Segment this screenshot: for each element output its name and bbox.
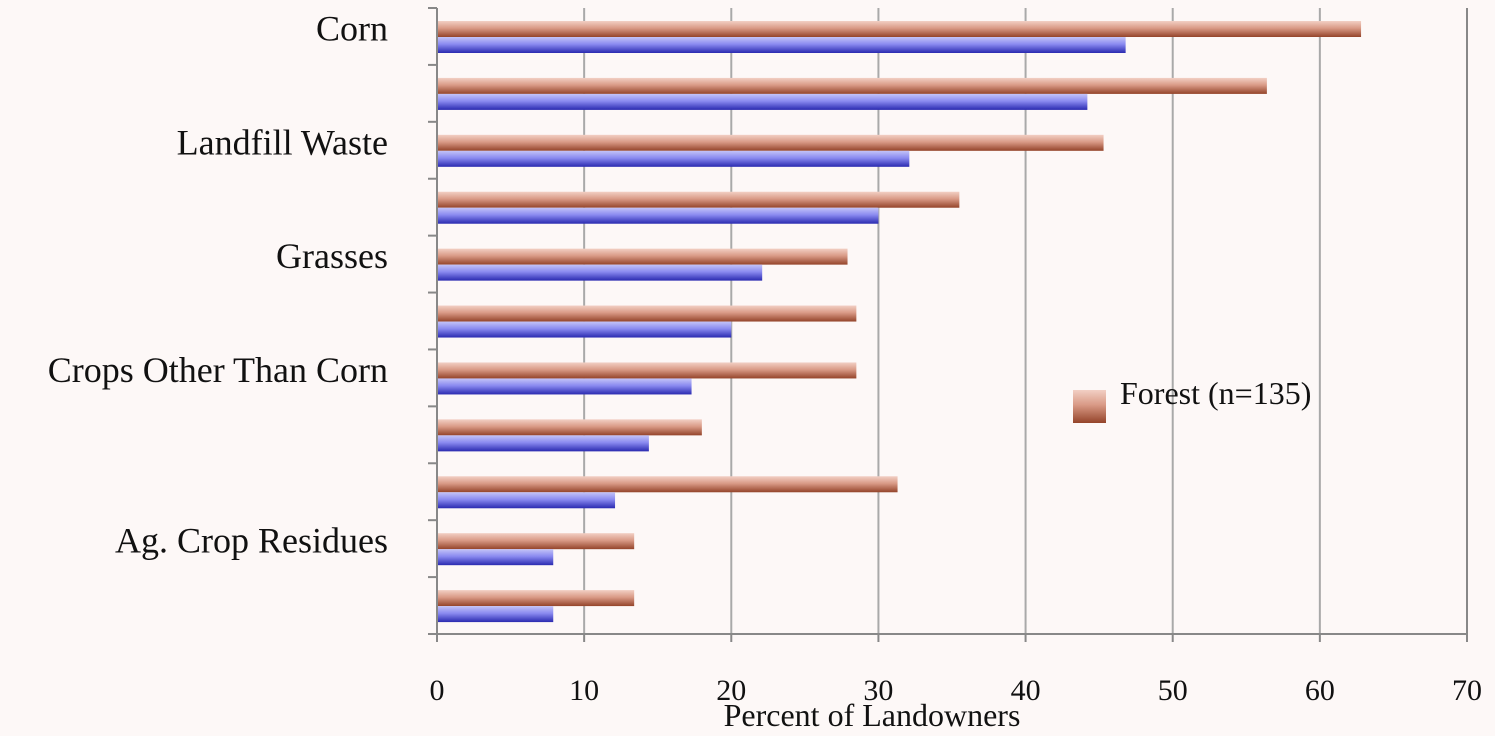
category-label: Grasses xyxy=(276,236,388,276)
bar-forest xyxy=(437,77,1267,94)
x-tick-label: 70 xyxy=(1452,674,1482,707)
bar-forest xyxy=(437,191,960,208)
x-tick-label: 20 xyxy=(716,674,746,707)
legend-label: Forest (n=135) xyxy=(1120,375,1311,411)
bar-series-2 xyxy=(437,321,732,338)
bar-series-2 xyxy=(437,37,1126,53)
x-tick-label: 40 xyxy=(1011,674,1041,707)
bar-forest xyxy=(437,419,702,436)
bar-forest xyxy=(437,590,635,607)
category-label: Ag. Crop Residues xyxy=(115,521,388,561)
bar-series-2 xyxy=(437,549,554,566)
legend-swatch xyxy=(1073,390,1106,423)
bar-series-2 xyxy=(437,606,554,623)
category-label: Landfill Waste xyxy=(177,122,388,162)
bar-forest xyxy=(437,134,1104,151)
category-label: Corn xyxy=(316,8,388,48)
x-tick-label: 30 xyxy=(863,674,893,707)
axes xyxy=(428,7,1468,642)
x-tick-label: 50 xyxy=(1158,674,1188,707)
bar-series-2 xyxy=(437,378,692,395)
bar-forest xyxy=(437,476,898,493)
bar-series-2 xyxy=(437,150,910,167)
x-tick-label: 10 xyxy=(569,674,599,707)
x-tick-label: 60 xyxy=(1305,674,1335,707)
x-tick-label: 0 xyxy=(430,674,445,707)
bar-series-2 xyxy=(437,207,879,224)
bar-series-2 xyxy=(437,492,616,509)
legend: Forest (n=135) xyxy=(1073,375,1311,423)
bar-forest xyxy=(437,305,857,322)
x-axis-title: Percent of Landowners xyxy=(724,697,1021,731)
bars xyxy=(437,21,1362,623)
labels: 0 10 20 30 40 50 60 70 Corn Landfill Waste Grasses… xyxy=(48,8,1482,707)
bar-forest xyxy=(437,248,848,265)
bar-series-2 xyxy=(437,93,1088,110)
bar-forest xyxy=(437,533,635,550)
category-label: Crops Other Than Corn xyxy=(48,350,388,390)
bar-series-2 xyxy=(437,264,763,281)
bar-series-2 xyxy=(437,435,649,452)
bar-forest xyxy=(437,362,857,379)
bar-forest xyxy=(437,21,1362,37)
